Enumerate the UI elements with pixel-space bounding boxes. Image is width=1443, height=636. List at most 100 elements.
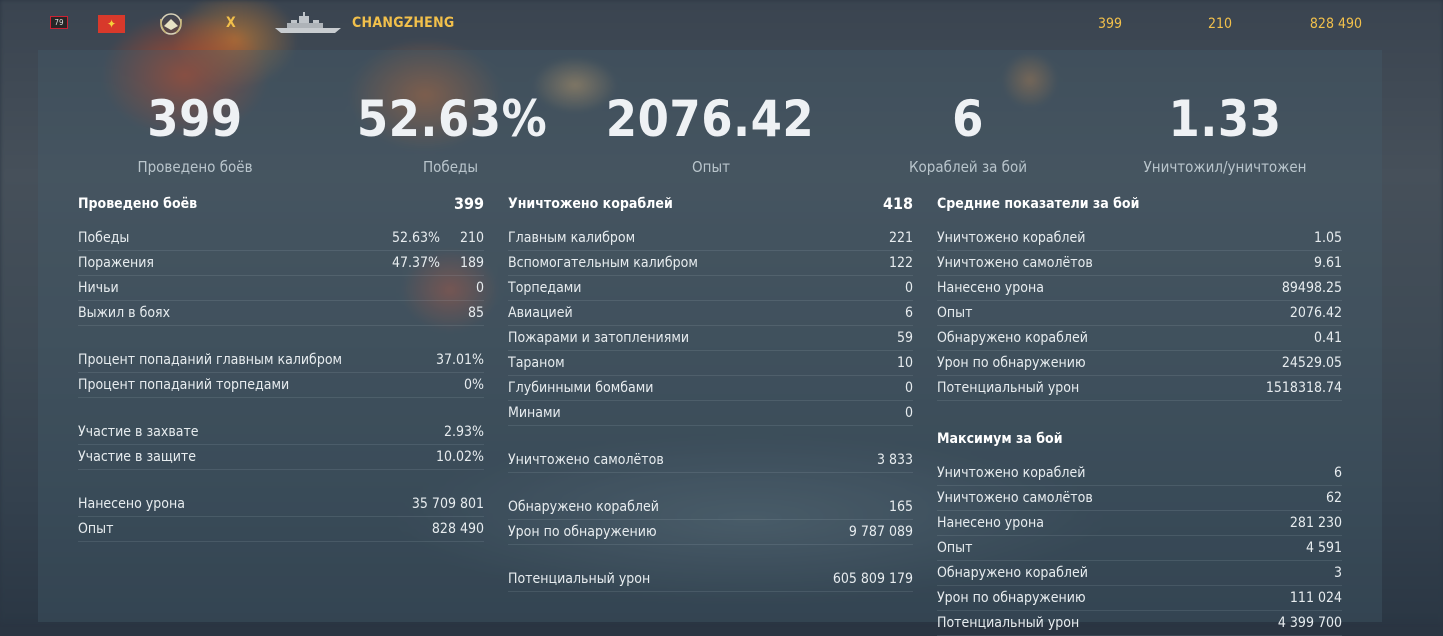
row-label: Уничтожено самолётов [937, 255, 1093, 271]
summary-value: 6 [952, 90, 984, 148]
stat-row: Потенциальный урон 1518318.74 [937, 376, 1342, 401]
summary-label: Проведено боёв [137, 158, 253, 176]
row-value: 221 [888, 230, 913, 246]
row-label: Обнаружено кораблей [508, 499, 659, 515]
row-value: 4 591 [1305, 540, 1342, 556]
stat-row: Выжил в боях 85 [78, 301, 484, 326]
row-label: Тараном [508, 355, 565, 371]
row-label: Потенциальный урон [937, 615, 1080, 631]
row-value: 35 709 801 [411, 496, 484, 512]
row-value: 37.01% [435, 352, 484, 368]
row-label: Уничтожено самолётов [937, 490, 1093, 506]
row-label: Поражения [78, 255, 154, 271]
stat-row: Нанесено урона 89498.25 [937, 276, 1342, 301]
row-label: Уничтожено кораблей [937, 230, 1086, 246]
row-label: Максимум за бой [937, 431, 1063, 447]
row-value: 0 [904, 380, 913, 396]
row-value: 59 [896, 330, 913, 346]
row-label: Ничьи [78, 280, 119, 296]
stat-row: Нанесено урона 35 709 801 [78, 492, 484, 517]
stat-row: Авиацией 6 [508, 301, 913, 326]
stat-row: Урон по обнаружению 9 787 089 [508, 520, 913, 545]
row-value: 1.05 [1313, 230, 1342, 246]
row-label: Опыт [937, 540, 973, 556]
kills-header-row: Уничтожено кораблей 418 [508, 192, 913, 218]
stat-row: Минами 0 [508, 401, 913, 426]
stat-row: Участие в защите 10.02% [78, 445, 484, 470]
stat-row: Нанесено урона 281 230 [937, 511, 1342, 536]
stat-row: Уничтожено самолётов 9.61 [937, 251, 1342, 276]
row-label: Торпедами [508, 280, 582, 296]
row-label: Нанесено урона [937, 280, 1044, 296]
row-value: 85 [467, 305, 484, 321]
row-value: 828 490 [431, 521, 484, 537]
tier-badge-icon: 79 [50, 16, 68, 29]
summary-label: Победы [422, 158, 478, 176]
row-percent: 47.37% [391, 255, 440, 271]
row-label: Выжил в боях [78, 305, 171, 321]
stat-row: Главным калибром 221 [508, 226, 913, 251]
row-label: Уничтожено самолётов [508, 452, 664, 468]
row-value: 111 024 [1289, 590, 1342, 606]
stat-row: Уничтожено самолётов 62 [937, 486, 1342, 511]
row-label: Опыт [78, 521, 114, 537]
row-label: Потенциальный урон [508, 571, 651, 587]
row-label: Проведено боёв [78, 196, 198, 212]
stat-row: Урон по обнаружению 24529.05 [937, 351, 1342, 376]
stat-row: Обнаружено кораблей 3 [937, 561, 1342, 586]
stat-row: Ничьи 0 [78, 276, 484, 301]
stat-row: Потенциальный урон 605 809 179 [508, 567, 913, 592]
summary-kd-ratio: 1.33 Уничтожил/уничтожен [1120, 90, 1330, 176]
stat-row: Процент попаданий торпедами 0% [78, 373, 484, 398]
row-label: Минами [508, 405, 561, 421]
stat-row: Опыт 2076.42 [937, 301, 1342, 326]
row-value: 0 [904, 405, 913, 421]
row-value: 4 399 700 [1277, 615, 1342, 631]
stat-row: Опыт 4 591 [937, 536, 1342, 561]
summary-experience: 2076.42 Опыт [600, 90, 820, 176]
max-header-row: Максимум за бой [937, 427, 1342, 453]
header-wins: 210 [1207, 16, 1232, 32]
row-label: Обнаружено кораблей [937, 330, 1088, 346]
row-value: 281 230 [1289, 515, 1342, 531]
row-label: Победы [78, 230, 130, 246]
row-value: 2.93% [443, 424, 484, 440]
row-value: 10.02% [435, 449, 484, 465]
stat-row: Уничтожено кораблей 6 [937, 461, 1342, 486]
summary-value: 399 [147, 90, 243, 148]
row-value: 2076.42 [1289, 305, 1342, 321]
row-value: 122 [888, 255, 913, 271]
nation-flag-icon: ✦ [98, 15, 125, 33]
summary-battles: 399 Проведено боёв [95, 90, 295, 176]
row-label: Уничтожено кораблей [937, 465, 1086, 481]
summary-label: Опыт [692, 158, 730, 176]
stat-row: Обнаружено кораблей 165 [508, 495, 913, 520]
stat-row: Глубинными бомбами 0 [508, 376, 913, 401]
row-label: Глубинными бомбами [508, 380, 654, 396]
row-value: 418 [882, 194, 913, 213]
row-value: 189 [459, 255, 484, 271]
row-label: Авиацией [508, 305, 573, 321]
row-value: 9 787 089 [848, 524, 913, 540]
row-label: Процент попаданий торпедами [78, 377, 290, 393]
header-experience: 828 490 [1309, 16, 1362, 32]
row-value: 165 [888, 499, 913, 515]
row-value: 210 [459, 230, 484, 246]
averages-column: Средние показатели за бой Уничтожено кор… [937, 192, 1342, 636]
row-label: Урон по обнаружению [937, 590, 1086, 606]
row-label: Потенциальный урон [937, 380, 1080, 396]
row-value: 0 [904, 280, 913, 296]
stat-row: Победы 52.63% 210 [78, 226, 484, 251]
row-value: 399 [453, 194, 484, 213]
row-label: Средние показатели за бой [937, 196, 1140, 212]
stat-row: Урон по обнаружению 111 024 [937, 586, 1342, 611]
row-value: 0 [475, 280, 484, 296]
tier-label: X [226, 15, 236, 31]
ship-class-icon [160, 13, 182, 35]
row-value: 1518318.74 [1265, 380, 1342, 396]
row-value: 6 [904, 305, 913, 321]
row-value: 9.61 [1313, 255, 1342, 271]
row-label: Урон по обнаружению [937, 355, 1086, 371]
stat-row: Уничтожено самолётов 3 833 [508, 448, 913, 473]
summary-label: Кораблей за бой [908, 158, 1028, 176]
